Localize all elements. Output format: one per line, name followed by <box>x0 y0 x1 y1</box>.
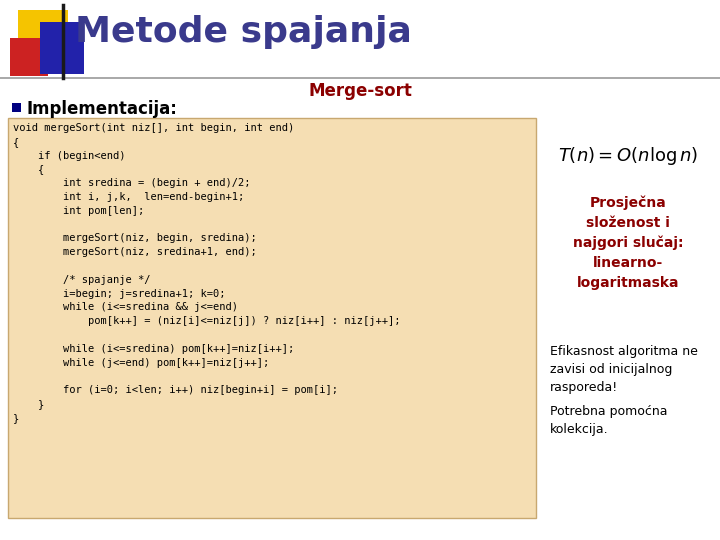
Bar <box>40 22 84 74</box>
Text: mergeSort(niz, sredina+1, end);: mergeSort(niz, sredina+1, end); <box>13 247 257 257</box>
Text: mergeSort(niz, begin, sredina);: mergeSort(niz, begin, sredina); <box>13 233 257 244</box>
Text: pom[k++] = (niz[i]<=niz[j]) ? niz[i++] : niz[j++];: pom[k++] = (niz[i]<=niz[j]) ? niz[i++] :… <box>13 316 400 326</box>
Text: Efikasnost algoritma ne
zavisi od inicijalnog
rasporeda!: Efikasnost algoritma ne zavisi od inicij… <box>550 345 698 394</box>
Text: while (i<=sredina && j<=end): while (i<=sredina && j<=end) <box>13 302 238 313</box>
Text: for (i=0; i<len; i++) niz[begin+i] = pom[i];: for (i=0; i<len; i++) niz[begin+i] = pom… <box>13 385 338 395</box>
Text: $T(n) = O(n\log n)$: $T(n) = O(n\log n)$ <box>558 145 698 167</box>
Text: int pom[len];: int pom[len]; <box>13 206 144 216</box>
Bar <box>12 103 21 112</box>
Bar <box>18 10 68 60</box>
Text: while (i<=sredina) pom[k++]=niz[i++];: while (i<=sredina) pom[k++]=niz[i++]; <box>13 344 294 354</box>
Text: {: { <box>13 164 44 174</box>
Bar <box>10 38 48 76</box>
Text: if (begin<end): if (begin<end) <box>13 151 125 160</box>
Text: int i, j,k,  len=end-begin+1;: int i, j,k, len=end-begin+1; <box>13 192 244 202</box>
Text: /* spajanje */: /* spajanje */ <box>13 275 150 285</box>
FancyBboxPatch shape <box>8 118 536 518</box>
Text: i=begin; j=sredina+1; k=0;: i=begin; j=sredina+1; k=0; <box>13 288 225 299</box>
Text: Metode spajanja: Metode spajanja <box>75 15 412 49</box>
Text: Potrebna pomoćna
kolekcija.: Potrebna pomoćna kolekcija. <box>550 405 667 436</box>
Text: void mergeSort(int niz[], int begin, int end): void mergeSort(int niz[], int begin, int… <box>13 123 294 133</box>
Text: while (j<=end) pom[k++]=niz[j++];: while (j<=end) pom[k++]=niz[j++]; <box>13 357 269 368</box>
Text: int sredina = (begin + end)/2;: int sredina = (begin + end)/2; <box>13 178 251 188</box>
Text: Merge-sort: Merge-sort <box>308 82 412 100</box>
Text: }: } <box>13 413 19 423</box>
Text: Prosječna
složenost i
najgori slučaj:
linearno-
logaritmaska: Prosječna složenost i najgori slučaj: li… <box>572 195 683 291</box>
Text: {: { <box>13 137 19 147</box>
Text: Implementacija:: Implementacija: <box>26 100 177 118</box>
Text: }: } <box>13 399 44 409</box>
